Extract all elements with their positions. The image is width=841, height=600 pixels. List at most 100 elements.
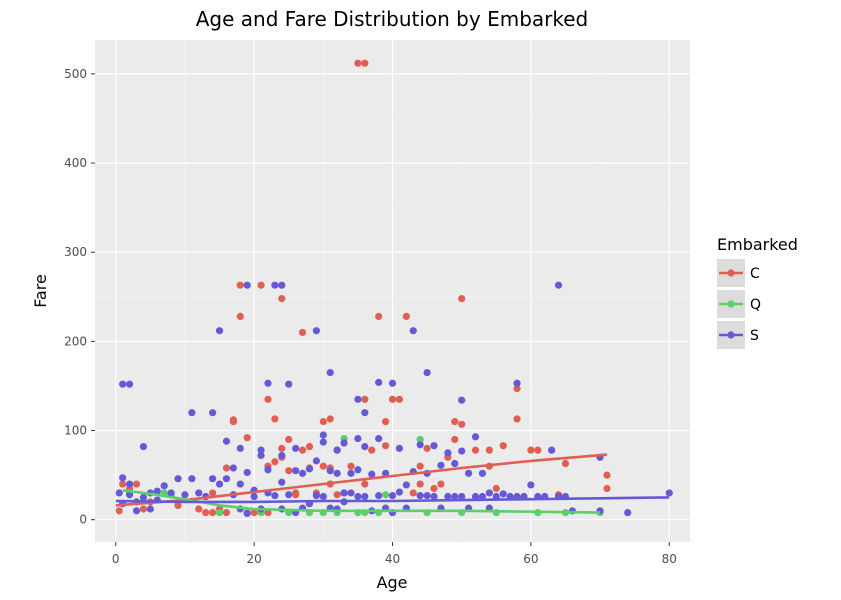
chart-title: Age and Fare Distribution by Embarked: [196, 7, 588, 31]
data-point-c: [416, 480, 424, 488]
data-point-s: [188, 475, 196, 483]
grid-major: [95, 40, 690, 542]
data-point-c: [451, 418, 459, 426]
data-point-c: [209, 508, 217, 517]
data-point-c: [492, 484, 500, 493]
data-point-c: [381, 442, 390, 450]
data-point-c: [375, 312, 383, 321]
data-point-c: [347, 462, 355, 470]
data-point-s: [278, 281, 286, 289]
data-point-s: [375, 378, 383, 386]
data-point-s: [285, 491, 293, 499]
data-point-s: [312, 327, 320, 335]
legend-label-q: Q: [750, 297, 761, 313]
data-point-c: [264, 508, 272, 517]
data-point-s: [471, 492, 480, 501]
data-point-c: [222, 508, 231, 517]
data-point-c: [298, 328, 307, 337]
data-point-c: [285, 467, 293, 475]
data-point-c: [423, 444, 431, 452]
data-point-s: [395, 444, 404, 452]
legend-label-c: C: [750, 266, 760, 282]
data-point-c: [271, 415, 279, 423]
data-point-s: [292, 467, 300, 475]
data-point-s: [222, 437, 231, 445]
data-point-c: [319, 462, 327, 470]
legend-label-s: S: [750, 328, 759, 344]
data-point-s: [458, 447, 466, 455]
data-point-s: [354, 434, 362, 443]
data-point-s: [305, 465, 314, 473]
data-point-c: [527, 446, 535, 454]
data-point-s: [209, 475, 217, 483]
data-point-c: [395, 395, 404, 403]
data-point-s: [312, 457, 320, 465]
data-point-s: [354, 492, 362, 501]
data-point-s: [319, 492, 327, 501]
data-point-c: [229, 416, 237, 424]
data-point-c: [236, 312, 244, 321]
data-point-s: [271, 492, 279, 500]
data-point-s: [444, 492, 452, 501]
data-point-s: [222, 475, 231, 483]
data-point-s: [292, 444, 300, 452]
data-point-c: [271, 458, 279, 466]
data-point-c: [202, 508, 210, 517]
data-point-c: [278, 294, 286, 303]
data-point-s: [146, 505, 154, 513]
data-point-s: [278, 478, 286, 486]
data-points: [115, 59, 673, 518]
data-point-c: [513, 385, 521, 393]
data-point-s: [326, 467, 334, 475]
y-tick-label: 300: [64, 245, 87, 259]
data-point-s: [465, 469, 473, 477]
data-point-s: [174, 475, 182, 483]
data-point-s: [375, 492, 383, 500]
y-tick-label: 200: [64, 334, 87, 348]
data-point-s: [361, 492, 369, 501]
data-point-s: [437, 461, 445, 469]
data-point-c: [209, 489, 217, 497]
data-point-c: [285, 435, 293, 444]
data-point-q: [416, 435, 424, 444]
data-point-s: [381, 469, 390, 477]
data-point-s: [458, 396, 466, 404]
data-point-c: [257, 281, 265, 289]
legend-key-point-c: [727, 269, 735, 277]
x-axis-ticks: 0 20 40 60 80: [112, 542, 677, 566]
data-point-s: [451, 459, 459, 468]
data-point-s: [423, 368, 431, 377]
data-point-s: [264, 379, 272, 387]
y-tick-label: 500: [64, 67, 87, 81]
data-point-c: [409, 489, 417, 497]
data-point-s: [319, 431, 327, 439]
x-tick-label: 60: [523, 552, 538, 566]
data-point-s: [333, 446, 341, 454]
data-point-c: [195, 505, 203, 513]
data-point-c: [471, 446, 480, 454]
x-tick-label: 0: [112, 552, 120, 566]
data-point-s: [554, 281, 563, 289]
data-point-s: [347, 469, 355, 477]
data-point-c: [333, 491, 341, 499]
data-point-s: [333, 469, 341, 477]
data-point-c: [416, 462, 424, 470]
y-tick-label: 400: [64, 156, 87, 170]
trend-lines: [115, 453, 670, 514]
data-point-s: [119, 474, 127, 482]
data-point-s: [319, 438, 327, 446]
data-point-s: [624, 508, 632, 517]
data-point-s: [271, 281, 279, 289]
data-point-s: [527, 481, 535, 489]
data-point-c: [361, 59, 369, 67]
data-point-s: [139, 493, 148, 502]
data-point-s: [395, 488, 404, 496]
data-point-s: [243, 281, 251, 289]
data-point-s: [478, 492, 487, 501]
x-tick-label: 80: [662, 552, 677, 566]
data-point-c: [236, 281, 244, 289]
data-point-c: [278, 444, 286, 452]
data-point-c: [139, 505, 148, 513]
data-point-s: [236, 480, 244, 488]
